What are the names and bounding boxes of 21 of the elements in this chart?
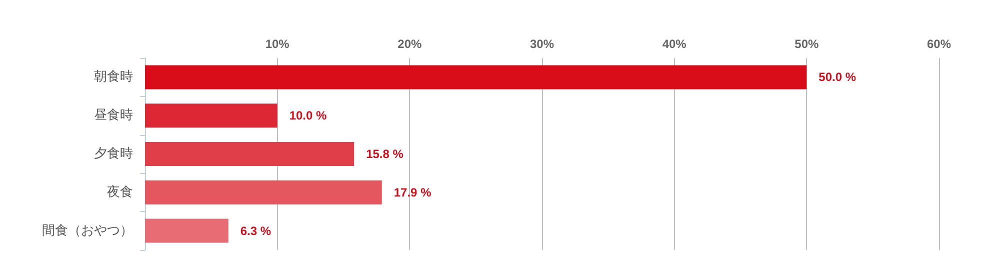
x-tick-label: 20% <box>398 37 422 51</box>
data-label: 50.0 % <box>818 70 856 84</box>
bar <box>145 104 278 128</box>
y-tick-label: 昼食時 <box>94 108 133 124</box>
bar <box>145 180 382 204</box>
bar <box>145 218 228 243</box>
x-tick-label: 10% <box>265 37 290 51</box>
y-tick-label: 間食（おやつ） <box>42 223 133 238</box>
data-label: 6.3 % <box>240 224 272 238</box>
bar <box>145 142 354 166</box>
bar <box>145 65 807 90</box>
data-label: 15.8 % <box>366 147 404 161</box>
x-tick-label: 50% <box>794 37 819 51</box>
data-label: 10.0 % <box>289 108 328 123</box>
y-tick-label: 夕食時 <box>94 146 133 162</box>
x-tick-label: 60% <box>926 37 952 51</box>
y-tick-label: 夜食 <box>107 184 133 200</box>
data-label: 17.9 % <box>394 185 432 200</box>
y-tick-label: 朝食時 <box>94 70 133 85</box>
x-tick-label: 40% <box>662 37 687 51</box>
x-tick-label: 30% <box>530 37 554 51</box>
